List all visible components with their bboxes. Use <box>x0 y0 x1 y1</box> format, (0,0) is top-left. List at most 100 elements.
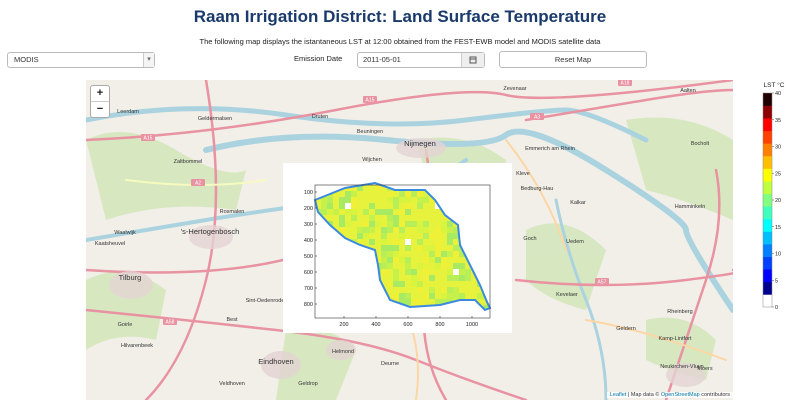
raster-cell <box>453 275 459 281</box>
calendar-button[interactable] <box>461 53 484 67</box>
place-label: Kalkar <box>570 200 586 206</box>
road-label: A2 <box>195 181 201 187</box>
legend-tick-label: 5 <box>775 278 778 284</box>
reset-button[interactable]: Reset Map <box>499 51 647 68</box>
raster-cell <box>393 239 399 245</box>
raster-cell <box>357 227 363 233</box>
place-label: Goirle <box>118 322 133 328</box>
raster-cell <box>417 239 423 245</box>
raster-cell <box>417 287 423 293</box>
road-shield-bg <box>363 96 377 103</box>
raster-cell <box>405 203 411 209</box>
place-label: Moers <box>697 366 713 372</box>
attribution-text: | Map data © <box>627 392 660 398</box>
raster-cell <box>459 269 465 275</box>
raster-cell <box>453 251 459 257</box>
raster-cell <box>447 221 453 227</box>
place-label: Geldermalsen <box>198 116 232 122</box>
raster-cell <box>447 287 453 293</box>
raster-cell <box>339 227 345 233</box>
raster-cell <box>369 239 375 245</box>
zoom-in-button[interactable]: + <box>96 87 104 99</box>
raster-cell <box>423 293 429 299</box>
raster-cell <box>417 203 423 209</box>
raster-cell <box>459 293 465 299</box>
raster-cell <box>417 263 423 269</box>
legend-swatch <box>763 281 772 295</box>
legend-swatch <box>763 130 772 144</box>
osm-link[interactable]: OpenStreetMap <box>660 392 700 398</box>
raster-cell <box>393 215 399 221</box>
raster-cell <box>393 203 399 209</box>
legend-swatch <box>763 193 772 207</box>
y-tick-label: 800 <box>304 302 313 308</box>
raster-cell <box>405 263 411 269</box>
raster-cell <box>375 185 381 191</box>
raster-cell <box>453 293 459 299</box>
place-label: Kleve <box>516 171 530 177</box>
source-select[interactable]: MODIS ▾ <box>7 52 155 68</box>
legend-swatch <box>763 269 772 283</box>
x-tick-label: 200 <box>339 322 348 328</box>
raster-cell <box>393 257 399 263</box>
raster-cell <box>381 239 387 245</box>
place-label: Geldern <box>616 326 636 332</box>
date-input[interactable]: 2011-05-01 <box>357 52 485 68</box>
y-tick-label: 100 <box>304 190 313 196</box>
date-label: Emission Date <box>294 54 343 63</box>
place-label: Rosmalen <box>220 209 245 215</box>
raster-cell <box>327 197 333 203</box>
raster-cell <box>399 293 405 299</box>
raster-cell <box>363 227 369 233</box>
raster-cell <box>423 275 429 281</box>
raster-cell <box>381 227 387 233</box>
raster-cell <box>423 245 429 251</box>
raster-cell <box>339 221 345 227</box>
raster-cell <box>345 221 351 227</box>
raster-cell <box>405 269 411 275</box>
place-label: Aalten <box>680 88 696 94</box>
raster-cell <box>405 197 411 203</box>
legend-swatch <box>763 181 772 195</box>
place-label: Best <box>226 317 237 323</box>
road-label: A18 <box>621 81 630 87</box>
leaflet-link[interactable]: Leaflet <box>609 392 627 398</box>
raster-cell <box>465 269 471 275</box>
raster-cell <box>423 233 429 239</box>
raster-cell <box>399 257 405 263</box>
legend-swatch <box>763 155 772 169</box>
x-tick-label: 400 <box>371 322 380 328</box>
raster-cell <box>417 245 423 251</box>
place-label: Kaatsheuvel <box>95 241 125 247</box>
raster-cell <box>339 203 345 209</box>
raster-cell <box>405 221 411 227</box>
road-label: A3 <box>534 115 540 121</box>
raster-cell <box>441 227 447 233</box>
map[interactable]: Leerdam Geldermalsen Druten Beuningen Nijmeg… <box>86 80 733 400</box>
legend-tick-label: 10 <box>775 252 781 258</box>
raster-cell <box>375 221 381 227</box>
place-label: Kevelaer <box>556 292 578 298</box>
raster-cell <box>357 233 363 239</box>
raster-cell <box>435 263 441 269</box>
raster-cell <box>351 215 357 221</box>
legend-swatch <box>763 118 772 132</box>
y-tick-label: 400 <box>304 238 313 244</box>
raster-cell <box>447 251 453 257</box>
raster-cell <box>429 275 435 281</box>
raster-cell <box>387 215 393 221</box>
raster-cell <box>363 209 369 215</box>
raster-cell <box>417 281 423 287</box>
map-attribution: Leaflet | Map data © OpenStreetMap contr… <box>606 392 733 398</box>
raster-cell <box>381 233 387 239</box>
raster-cell <box>459 263 465 269</box>
raster-cell <box>435 251 441 257</box>
zoom-out-button[interactable]: − <box>91 101 109 117</box>
raster-cell <box>399 281 405 287</box>
y-tick-label: 300 <box>304 222 313 228</box>
calendar-icon <box>469 56 477 64</box>
road-shield-bg <box>163 318 177 325</box>
raster-cell <box>447 293 453 299</box>
raster-cell <box>369 227 375 233</box>
